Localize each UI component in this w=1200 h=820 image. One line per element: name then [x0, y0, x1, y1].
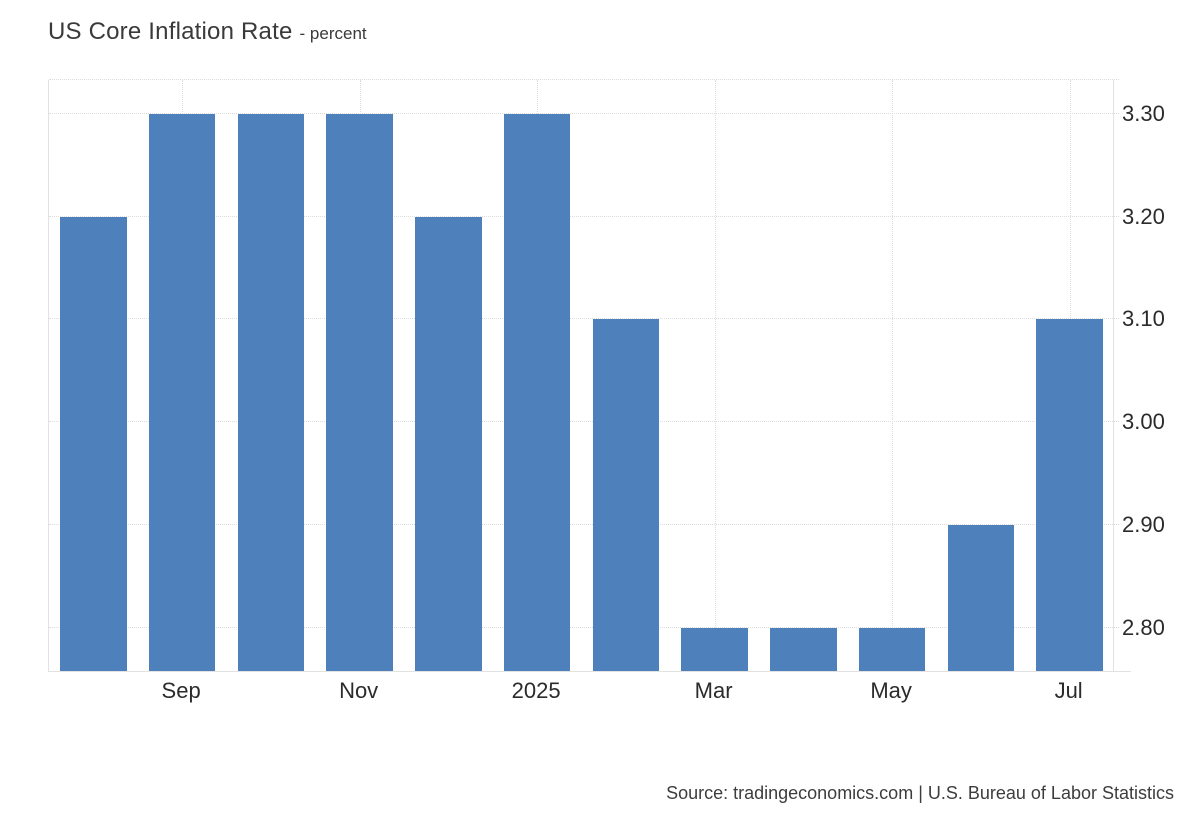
y-tick-label: 2.90: [1122, 512, 1165, 538]
plot-top-gridline: [49, 79, 1119, 80]
chart-header: US Core Inflation Rate - percent: [48, 18, 367, 46]
bar[interactable]: [770, 627, 837, 672]
x-tick-label: 2025: [511, 678, 561, 703]
x-tick-label: Mar: [694, 678, 733, 703]
x-axis-line: [48, 671, 1131, 672]
bar[interactable]: [148, 113, 216, 672]
y-axis-line: [1113, 80, 1114, 672]
y-tick-label: 3.00: [1122, 409, 1165, 435]
bar[interactable]: [326, 113, 393, 672]
bar[interactable]: [592, 319, 660, 672]
v-gridline: [892, 80, 894, 672]
x-tick-label: Sep: [161, 678, 201, 703]
bar[interactable]: [681, 627, 748, 672]
x-tick-label: Jul: [1054, 678, 1083, 703]
y-axis-labels: 2.80 2.90 3.00 3.10 3.20 3.30: [1122, 80, 1198, 672]
bar[interactable]: [60, 216, 127, 672]
y-tick-label: 2.80: [1122, 614, 1165, 640]
y-tick-label: 3.10: [1122, 306, 1165, 332]
h-gridline: [49, 626, 1119, 628]
bar[interactable]: [415, 216, 482, 672]
bar[interactable]: [237, 113, 305, 672]
h-gridline: [49, 112, 1119, 114]
h-gridline: [49, 215, 1119, 217]
x-tick-label: Nov: [339, 678, 379, 703]
bar[interactable]: [858, 627, 926, 672]
plot-area: [48, 79, 1119, 672]
x-axis-labels: Sep Nov 2025 Mar May Jul: [48, 678, 1113, 706]
bar[interactable]: [1036, 319, 1103, 672]
y-tick-label: 3.30: [1122, 100, 1165, 126]
bar[interactable]: [947, 525, 1015, 672]
v-gridline: [714, 80, 716, 672]
y-tick-label: 3.20: [1122, 203, 1165, 229]
x-tick-label: May: [870, 678, 912, 703]
bar[interactable]: [503, 113, 571, 672]
h-gridline: [49, 524, 1119, 526]
chart-title: US Core Inflation Rate: [48, 18, 293, 45]
source-attribution: Source: tradingeconomics.com | U.S. Bure…: [666, 783, 1174, 803]
h-gridline: [49, 318, 1119, 320]
h-gridline: [49, 421, 1119, 423]
chart-subtitle: - percent: [299, 24, 367, 43]
